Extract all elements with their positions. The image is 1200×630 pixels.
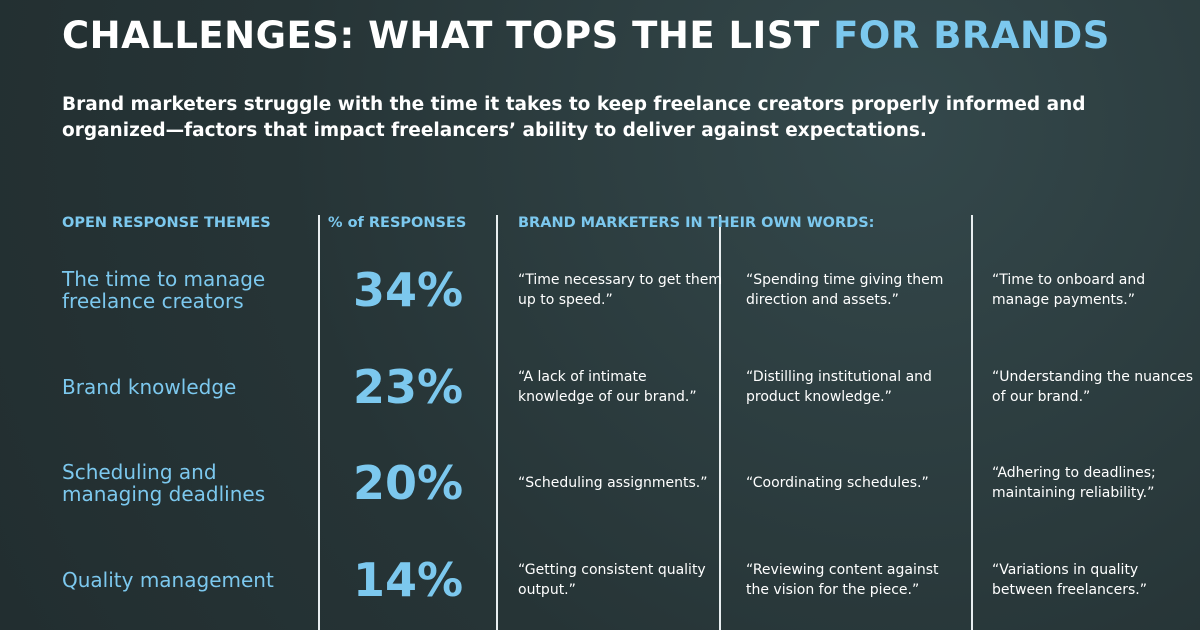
quote: “Distilling institutional and product kn… [746,369,932,405]
column-header: % of RESPONSES [328,215,467,231]
quote: “A lack of intimate knowledge of our bra… [518,369,697,405]
column-divider [318,215,320,630]
percent: 34% [352,263,464,317]
theme: Brand knowledge [62,375,237,399]
subtitle: Brand marketers struggle with the time i… [62,94,1086,141]
percent: 14% [352,553,464,607]
quote: “Adhering to deadlines; maintaining reli… [992,465,1156,501]
column-header: OPEN RESPONSE THEMES [62,215,271,231]
title-highlight: FOR BRANDS [833,14,1110,57]
quote: “Time necessary to get them up to speed.… [518,272,722,308]
theme: The time to manage freelance creators [62,267,266,313]
column-divider [971,215,973,630]
quote: “Coordinating schedules.” [746,475,929,491]
percent: 20% [352,456,464,510]
quote: “Time to onboard and manage payments.” [992,272,1146,308]
quote: “Scheduling assignments.” [518,475,708,491]
quote: “Understanding the nuances of our brand.… [992,369,1194,405]
percent: 23% [352,360,464,414]
title-text: CHALLENGES: WHAT TOPS THE LIST [62,14,820,57]
quote: “Getting consistent quality output.” [518,562,706,598]
quote: “Reviewing content against the vision fo… [746,562,939,598]
column-header: BRAND MARKETERS IN THEIR OWN WORDS: [518,215,875,231]
quote: “Variations in quality between freelance… [992,562,1147,598]
theme: Scheduling and managing deadlines [62,460,266,506]
column-divider [719,215,721,630]
theme: Quality management [62,568,274,592]
title: CHALLENGES: WHAT TOPS THE LIST FOR BRAND… [62,14,1110,57]
column-divider [496,215,498,630]
quote: “Spending time giving them direction and… [746,272,944,308]
